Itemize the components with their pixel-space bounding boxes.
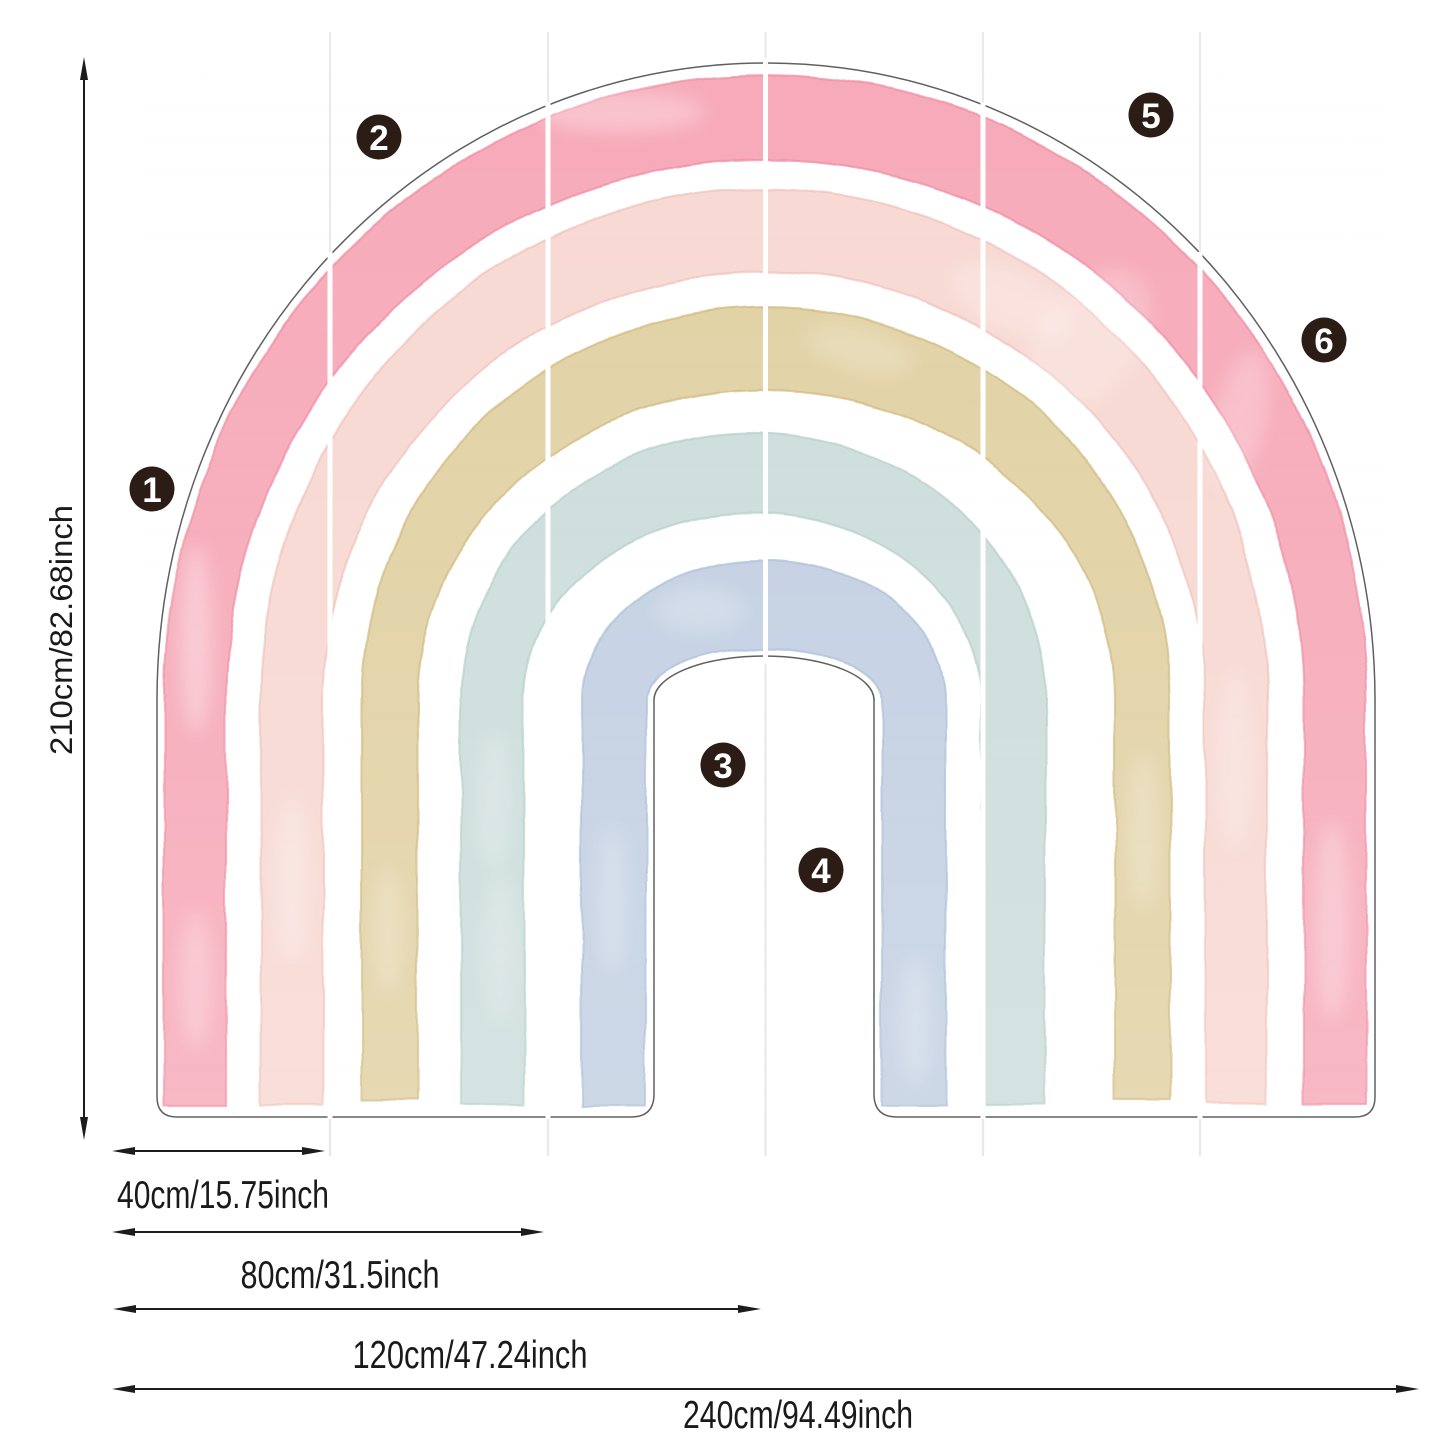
svg-text:4: 4 (811, 852, 831, 891)
svg-text:3: 3 (713, 747, 732, 786)
svg-text:5: 5 (1141, 97, 1160, 136)
svg-text:6: 6 (1314, 322, 1333, 361)
svg-text:1: 1 (142, 471, 161, 510)
svg-text:210cm/82.68inch: 210cm/82.68inch (43, 505, 79, 755)
svg-text:2: 2 (369, 119, 388, 158)
svg-text:80cm/31.5inch: 80cm/31.5inch (241, 1254, 440, 1297)
svg-text:240cm/94.49inch: 240cm/94.49inch (683, 1394, 913, 1437)
svg-text:120cm/47.24inch: 120cm/47.24inch (353, 1334, 588, 1377)
svg-text:40cm/15.75inch: 40cm/15.75inch (117, 1174, 329, 1217)
